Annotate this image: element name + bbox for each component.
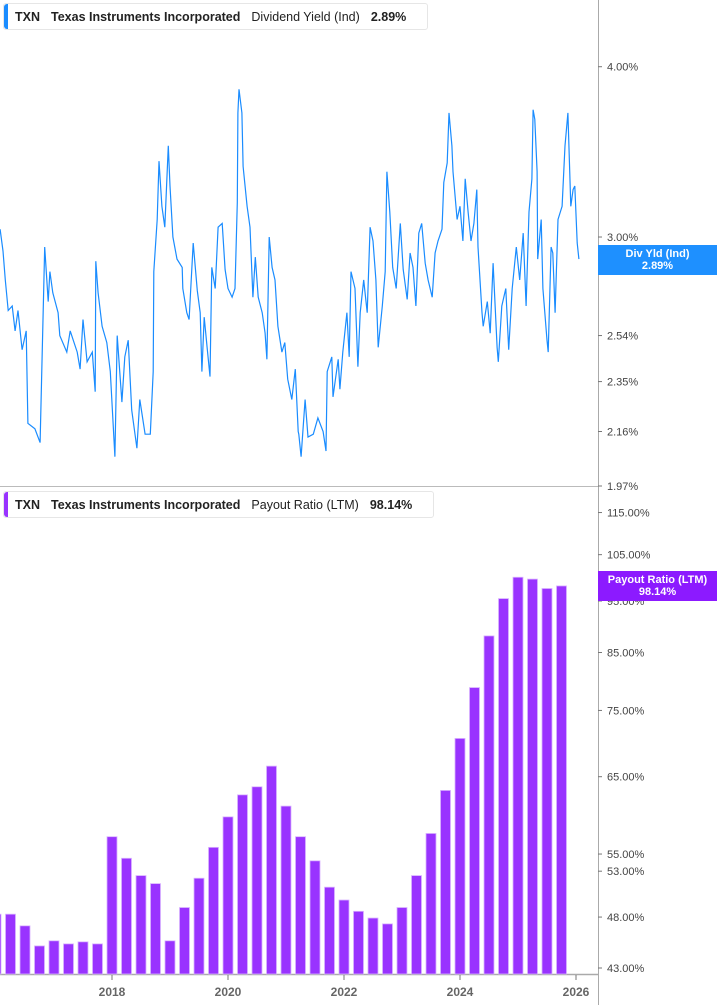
x-tick-label: 2024 — [447, 985, 474, 999]
badge-label: Div Yld (Ind) — [625, 248, 690, 260]
payout-bar — [411, 875, 422, 975]
x-tick-label: 2020 — [215, 985, 242, 999]
payout-bar — [295, 836, 306, 975]
payout-tick-label: 75.00% — [607, 705, 645, 717]
x-tick-label: 2018 — [99, 985, 126, 999]
payout-tick-label: 105.00% — [607, 550, 651, 562]
payout-bar — [541, 588, 553, 975]
payout-bar — [77, 941, 89, 975]
payout-tick-label: 43.00% — [607, 963, 645, 975]
payout-bar — [498, 598, 509, 975]
payout-bar — [469, 687, 480, 975]
payout-bar — [193, 877, 205, 975]
yield-tick-label: 2.54% — [607, 331, 638, 343]
payout-bar — [324, 886, 335, 975]
yield-series-swatch — [4, 4, 8, 29]
payout-bar — [440, 790, 451, 975]
payout-tick-label: 48.00% — [607, 912, 645, 924]
badge-value: 98.14% — [638, 586, 677, 598]
payout-bar — [34, 945, 45, 975]
payout-bar — [237, 794, 248, 975]
payout-bar — [164, 940, 176, 975]
yield-tick-label: 1.97% — [607, 481, 638, 493]
payout-bar — [483, 635, 495, 975]
payout-bar — [396, 907, 408, 975]
payout-bar — [63, 943, 74, 975]
payout-bar — [512, 576, 524, 975]
payout-tick-label: 85.00% — [607, 647, 645, 659]
ticker: TXN — [15, 9, 40, 24]
company-name: Texas Instruments Incorporated — [51, 9, 241, 24]
payout-bar — [338, 899, 350, 975]
payout-bar — [106, 836, 118, 975]
payout-bar — [150, 883, 161, 975]
payout-bar — [353, 910, 364, 975]
x-tick-label: 2022 — [331, 985, 358, 999]
payout-bar — [5, 913, 16, 975]
payout-bar — [48, 940, 60, 975]
payout-tick-label: 55.00% — [607, 849, 645, 861]
payout-bar — [527, 578, 538, 975]
yield-tick-label: 3.00% — [607, 232, 638, 244]
dividend-yield-line — [0, 89, 580, 457]
payout-bar — [208, 846, 219, 975]
payout-tick-label: 65.00% — [607, 772, 645, 784]
payout-tick-label: 53.00% — [607, 866, 645, 878]
yield-axis-ticks: 4.00% 3.00% 2.54% 2.35% 2.16% 1.97% — [598, 62, 638, 493]
metric-name: Dividend Yield (Ind) — [251, 9, 360, 24]
payout-legend-header: TXN Texas Instruments Incorporated Payou… — [3, 491, 435, 518]
payout-bar — [135, 875, 147, 975]
metric-value: 98.14% — [369, 497, 413, 512]
yield-tick-label: 2.16% — [607, 426, 638, 438]
badge-label: Payout Ratio (LTM) — [607, 574, 708, 586]
payout-bar — [556, 585, 567, 975]
payout-bar — [382, 923, 393, 975]
payout-bar — [92, 943, 103, 975]
x-tick-label: 2026 — [563, 985, 590, 999]
payout-bar — [266, 765, 277, 975]
payout-bar — [309, 860, 321, 975]
badge-value: 2.89% — [641, 260, 674, 272]
payout-bar — [367, 917, 379, 975]
payout-bar — [179, 907, 190, 975]
payout-bar — [19, 925, 31, 975]
payout-bars — [0, 576, 567, 975]
payout-bar — [251, 786, 263, 975]
yield-legend-header: TXN Texas Instruments Incorporated Divid… — [3, 3, 429, 30]
company-name: Texas Instruments Incorporated — [51, 497, 241, 512]
ticker: TXN — [15, 497, 40, 512]
payout-bar — [121, 857, 132, 975]
payout-tick-label: 115.00% — [607, 508, 650, 520]
yield-tick-label: 4.00% — [607, 62, 638, 74]
yield-value-badge: Div Yld (Ind) 2.89% — [598, 245, 717, 275]
metric-name: Payout Ratio (LTM) — [251, 497, 359, 512]
payout-bar — [280, 805, 292, 975]
payout-bar — [0, 913, 2, 975]
payout-bar — [425, 833, 437, 975]
payout-series-swatch — [4, 492, 8, 517]
x-axis-ticks: 2018 2020 2022 2024 2026 — [99, 975, 590, 999]
payout-bar — [454, 738, 466, 975]
payout-bar — [222, 816, 234, 975]
yield-tick-label: 2.35% — [607, 377, 638, 389]
payout-value-badge: Payout Ratio (LTM) 98.14% — [598, 571, 717, 601]
metric-value: 2.89% — [370, 9, 407, 24]
